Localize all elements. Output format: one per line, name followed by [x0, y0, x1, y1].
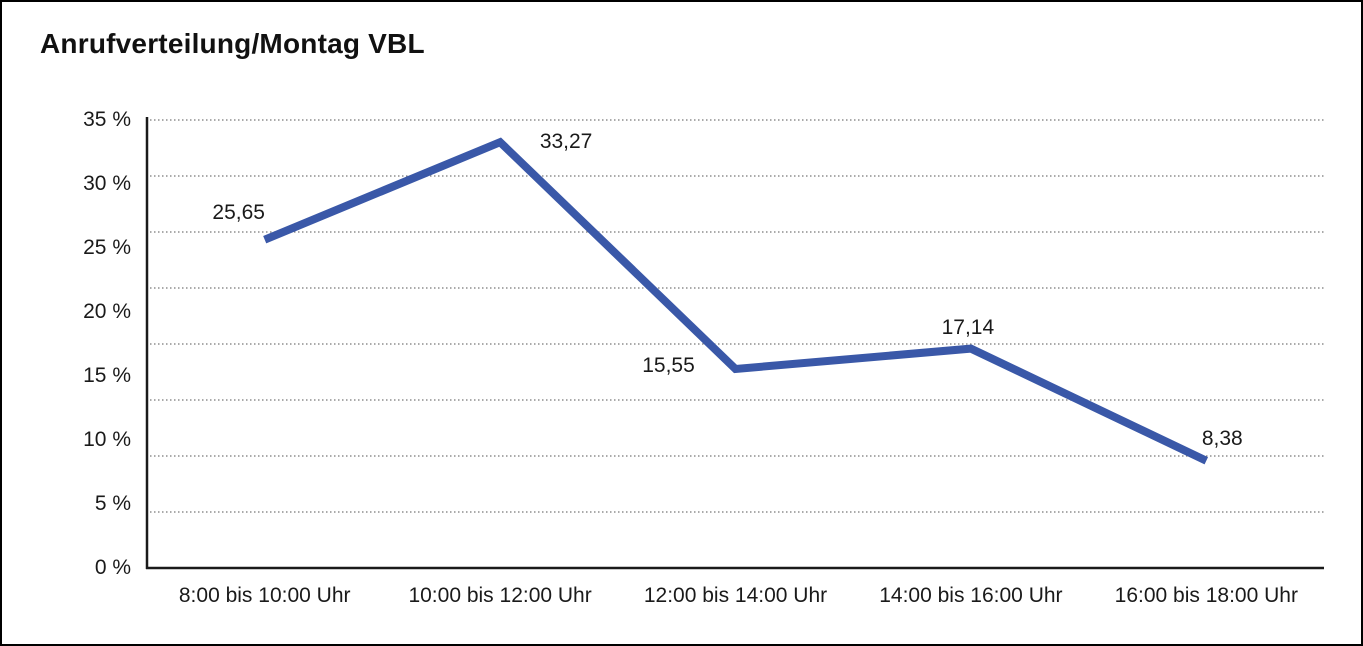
data-value-label: 8,38	[1201, 426, 1243, 450]
x-tick-label: 12:00 bis 14:00 Uhr	[643, 584, 828, 607]
y-tick-label: 30 %	[83, 172, 131, 195]
data-value-label: 25,65	[212, 200, 265, 224]
x-tick-label: 14:00 bis 16:00 Uhr	[879, 584, 1063, 607]
y-tick-label: 20 %	[83, 300, 131, 323]
y-tick-label: 25 %	[83, 236, 131, 259]
data-value-label: 15,55	[642, 353, 695, 377]
y-tick-label: 10 %	[83, 428, 131, 451]
chart-title: Anrufverteilung/Montag VBL	[40, 28, 425, 59]
x-tick-label: 10:00 bis 12:00 Uhr	[408, 584, 592, 607]
x-tick-label: 16:00 bis 18:00 Uhr	[1114, 584, 1298, 607]
data-value-label: 17,14	[941, 315, 995, 339]
y-tick-label: 0 %	[94, 556, 131, 579]
y-tick-label: 35 %	[83, 108, 131, 131]
data-series-line	[263, 137, 1209, 465]
y-tick-label: 5 %	[94, 492, 131, 515]
y-tick-label: 15 %	[83, 364, 131, 387]
x-tick-label: 8:00 bis 10:00 Uhr	[178, 584, 351, 607]
gridlines	[150, 119, 1324, 513]
data-value-label: 33,27	[539, 130, 593, 154]
